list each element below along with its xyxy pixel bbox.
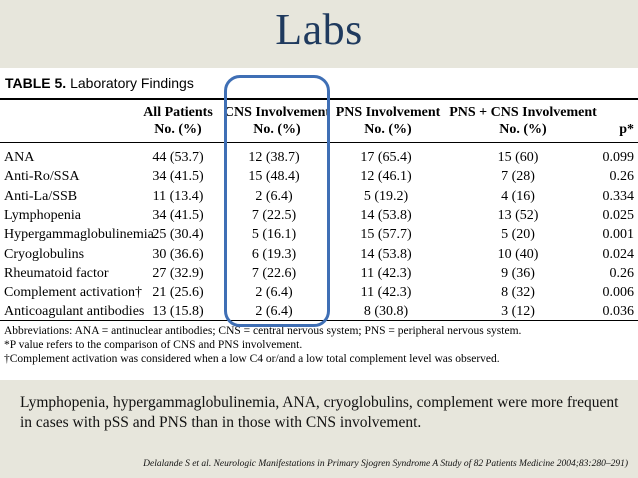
column-header-line1: PNS Involvement: [335, 105, 441, 120]
row-label: Lymphopenia: [4, 207, 81, 223]
cell-all-patients: 34 (41.5): [152, 207, 204, 223]
row-label: Anti-Ro/SSA: [4, 169, 80, 185]
cell-cns: 6 (19.3): [251, 246, 297, 262]
cell-p-value: 0.006: [602, 285, 635, 301]
cell-pns: 11 (42.3): [360, 265, 412, 281]
cell-cns: 2 (6.4): [255, 285, 293, 301]
cell-pns-cns: 3 (12): [501, 304, 535, 320]
cell-p-value: 0.26: [609, 169, 635, 185]
cell-cns: 2 (6.4): [255, 188, 293, 204]
cell-all-patients: 34 (41.5): [152, 169, 204, 185]
table-row: Anticoagulant antibodies 13 (15.8) 2 (6.4)…: [0, 302, 638, 321]
row-label: Anti-La/SSB: [4, 188, 78, 204]
column-header-line2: No. (%): [364, 122, 412, 137]
slide-summary: Lymphopenia, hypergammaglobulinemia, ANA…: [20, 394, 619, 431]
cell-all-patients: 21 (25.6): [152, 285, 204, 301]
cell-all-patients: 13 (15.8): [152, 304, 204, 320]
cell-all-patients: 30 (36.6): [152, 246, 204, 262]
cell-p-value: 0.025: [602, 207, 635, 223]
cell-pns-cns: 7 (28): [501, 169, 535, 185]
table-header-rule: [0, 142, 638, 143]
cell-cns: 7 (22.5): [251, 207, 297, 223]
cell-pns: 11 (42.3): [360, 285, 412, 301]
cell-p-value: 0.036: [602, 304, 635, 320]
cell-pns: 8 (30.8): [363, 304, 409, 320]
cell-p-value: 0.334: [602, 188, 635, 204]
cell-pns-cns: 5 (20): [501, 227, 535, 243]
cell-pns: 15 (57.7): [360, 227, 412, 243]
table-row: Lymphopenia 34 (41.5) 7 (22.5) 14 (53.8) 13 …: [0, 206, 638, 225]
cell-cns: 5 (16.1): [251, 227, 297, 243]
footnote-abbreviations: Abbreviations: ANA = antinuclear antibod…: [4, 325, 522, 337]
column-header-pns-cns: PNS + CNS Involvement No. (%): [448, 104, 598, 138]
table-caption-title: Laboratory Findings: [66, 75, 194, 91]
row-label: Anticoagulant antibodies: [4, 304, 145, 320]
column-header-line2: No. (%): [253, 122, 301, 137]
cell-p-value: 0.024: [602, 246, 635, 262]
cns-column-highlight: [224, 75, 330, 327]
cell-cns: 2 (6.4): [255, 304, 293, 320]
cell-cns: 15 (48.4): [248, 169, 300, 185]
cell-all-patients: 11 (13.4): [152, 188, 204, 204]
column-header-line2: No. (%): [499, 122, 547, 137]
table-row: ANA 44 (53.7) 12 (38.7) 17 (65.4) 15 (60) 0.0…: [0, 148, 638, 167]
column-header-line2: No. (%): [154, 122, 202, 137]
footnote-complement: †Complement activation was considered wh…: [4, 353, 500, 365]
cell-pns-cns: 4 (16): [501, 188, 535, 204]
slide-citation: Delalande S et al. Neurologic Manifestat…: [143, 459, 628, 469]
row-label: Complement activation†: [4, 285, 143, 301]
table-row: Cryoglobulins 30 (36.6) 6 (19.3) 14 (53.8) 1…: [0, 245, 638, 264]
cell-pns: 17 (65.4): [360, 150, 412, 165]
cell-p-value: 0.26: [609, 265, 635, 281]
cell-cns: 7 (22.6): [251, 265, 297, 281]
column-header-cns: CNS Involvement No. (%): [222, 104, 332, 138]
cell-pns-cns: 8 (32): [501, 285, 535, 301]
cell-pns: 14 (53.8): [360, 207, 412, 223]
cell-p-value: 0.001: [602, 227, 635, 243]
table-row: Anti-La/SSB 11 (13.4) 2 (6.4) 5 (19.2) 4 (16…: [0, 187, 638, 206]
cell-pns-cns: 13 (52): [497, 207, 539, 223]
cell-all-patients: 27 (32.9): [152, 265, 204, 281]
cell-pns-cns: 15 (60): [497, 150, 539, 165]
column-header-line1: CNS Involvement: [223, 105, 331, 120]
footnote-p-value: *P value refers to the comparison of CNS…: [4, 339, 303, 351]
cell-all-patients: 44 (53.7): [152, 150, 204, 165]
table-row: Rheumatoid factor 27 (32.9) 7 (22.6) 11 (42…: [0, 264, 638, 283]
cell-pns: 14 (53.8): [360, 246, 412, 262]
column-header-all-patients: All Patients No. (%): [138, 104, 218, 138]
cell-p-value: 0.099: [602, 150, 635, 165]
lab-findings-table: TABLE 5. Laboratory Findings All Patient…: [0, 68, 638, 380]
table-row: Hypergammaglobulinemia 25 (30.4) 5 (16.1) 1…: [0, 225, 638, 244]
table-caption: TABLE 5. Laboratory Findings: [5, 75, 194, 91]
column-header-line1: All Patients: [143, 105, 213, 120]
cell-all-patients: 25 (30.4): [152, 227, 204, 243]
cell-pns: 12 (46.1): [360, 169, 412, 185]
row-label: ANA: [4, 150, 35, 165]
column-header-line1: PNS + CNS Involvement: [449, 105, 597, 120]
cell-pns-cns: 9 (36): [501, 265, 535, 281]
cell-pns: 5 (19.2): [363, 188, 409, 204]
table-row: Complement activation† 21 (25.6) 2 (6.4) 11…: [0, 283, 638, 302]
slide-title: Labs: [275, 5, 363, 54]
column-header-pns: PNS Involvement No. (%): [333, 104, 443, 138]
table-row: Anti-Ro/SSA 34 (41.5) 15 (48.4) 12 (46.1) 7 …: [0, 167, 638, 186]
cell-cns: 12 (38.7): [248, 150, 300, 165]
cell-pns-cns: 10 (40): [497, 246, 539, 262]
row-label: Cryoglobulins: [4, 246, 85, 262]
column-header-line1: [596, 104, 634, 121]
table-footnotes: Abbreviations: ANA = antinuclear antibod…: [4, 324, 521, 366]
row-label: Rheumatoid factor: [4, 265, 109, 281]
table-caption-label: TABLE 5.: [5, 75, 67, 91]
row-label: Hypergammaglobulinemia: [4, 227, 154, 243]
table-top-rule: [0, 98, 638, 100]
column-header-p-value: p*: [596, 104, 634, 138]
column-header-line2: p*: [619, 122, 634, 137]
